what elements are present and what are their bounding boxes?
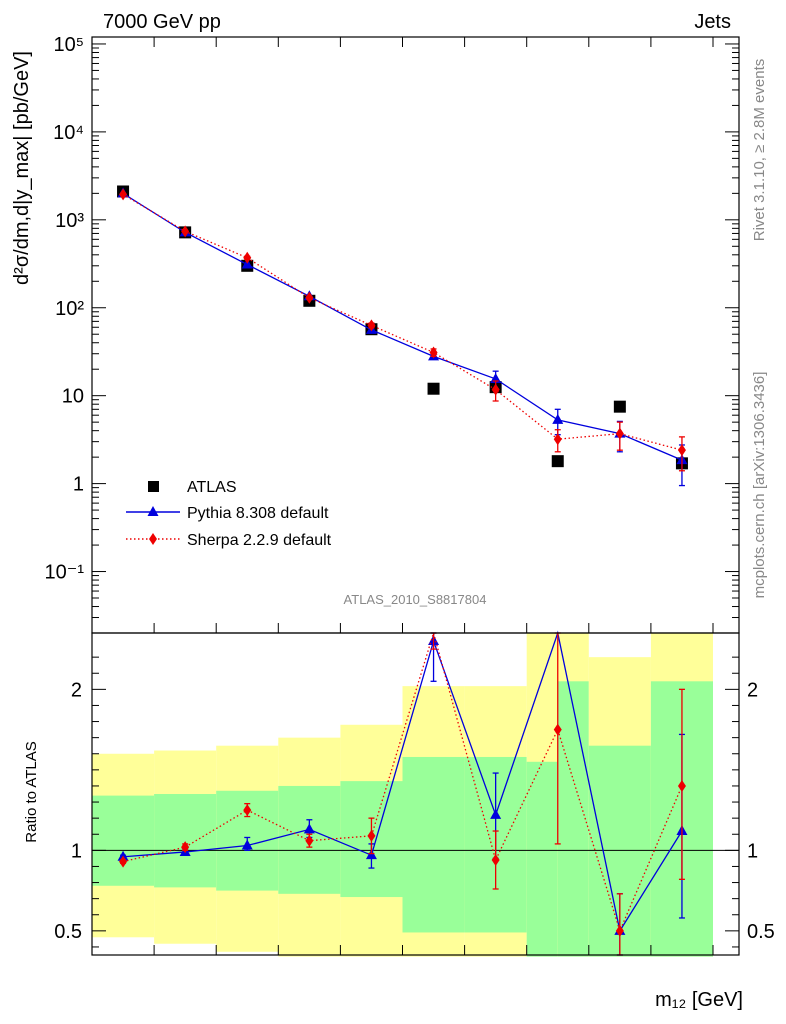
main-ytick-label-3: 10² <box>55 298 84 320</box>
ratio-frame <box>91 632 740 956</box>
x-axis-label: m₁₂ [GeV] <box>655 989 743 1011</box>
main-y-axis-label: d²σ/dm,d|y_max| [pb/GeV] <box>11 51 33 285</box>
main-point-sherpa-7 <box>491 383 500 396</box>
legend-marker-sherpa <box>149 533 157 545</box>
main-point-sherpa-6 <box>429 346 438 359</box>
ratio-line-sherpa <box>122 630 683 933</box>
ratio-point-sherpa-3 <box>243 804 252 817</box>
ratio-ytick-label-left-2: 0.5 <box>54 921 82 943</box>
main-line-pythia <box>122 192 683 461</box>
ratio-point-pythia-7 <box>490 808 502 819</box>
legend-label-sherpa: Sherpa 2.2.9 default <box>187 532 332 549</box>
ratio-point-sherpa-10 <box>677 779 686 792</box>
header-right: Jets <box>694 11 731 33</box>
ratio-point-pythia-3 <box>241 839 253 850</box>
main-ytick-label-5: 1 <box>73 474 84 496</box>
main-point-sherpa-3 <box>243 251 252 264</box>
legend-marker-atlas <box>148 481 159 492</box>
main-point-pythia-8 <box>552 413 564 424</box>
main-ytick-label-6: 10⁻¹ <box>45 562 85 584</box>
main-point-sherpa-8 <box>553 433 562 446</box>
ratio-y-axis-label: Ratio to ATLAS <box>23 741 40 842</box>
ratio-point-sherpa-8 <box>553 723 562 736</box>
ratio-ytick-label-right-2: 0.5 <box>747 921 775 943</box>
ratio-ytick-label-right-0: 2 <box>747 679 758 701</box>
ratio-line-pythia <box>122 630 683 933</box>
ratio-point-sherpa-1 <box>119 855 128 868</box>
ratio-point-sherpa-4 <box>305 834 314 847</box>
main-point-sherpa-10 <box>677 444 686 457</box>
main-point-atlas-9 <box>613 400 626 413</box>
main-ytick-label-4: 10 <box>62 386 84 408</box>
main-point-sherpa-9 <box>615 427 624 440</box>
inner-band-2 <box>154 794 217 888</box>
main-ytick-label-2: 10³ <box>55 210 84 232</box>
main-point-sherpa-2 <box>181 225 190 238</box>
legend-label-pythia: Pythia 8.308 default <box>187 505 329 522</box>
analysis-label: ATLAS_2010_S8817804 <box>344 592 487 607</box>
main-point-sherpa-5 <box>367 319 376 332</box>
side-text-top: Rivet 3.1.10, ≥ 2.8M events <box>751 59 768 242</box>
main-panel-content <box>117 185 688 487</box>
inner-band-8 <box>526 761 558 957</box>
main-ytick-label-1: 10⁴ <box>53 122 84 144</box>
header-left: 7000 GeV pp <box>103 11 221 33</box>
inner-band-6 <box>402 756 465 933</box>
inner-band-1 <box>92 795 155 886</box>
main-point-sherpa-4 <box>305 291 314 304</box>
main-ytick-label-0: 10⁵ <box>53 34 84 56</box>
ratio-point-sherpa-7 <box>491 854 500 867</box>
ratio-point-sherpa-9 <box>615 924 624 937</box>
ratio-ytick-label-right-1: 1 <box>747 840 758 862</box>
main-point-atlas-8 <box>551 455 564 468</box>
main-line-sherpa <box>122 193 683 451</box>
side-text-bottom: mcplots.cern.ch [arXiv:1306.3436] <box>751 372 768 599</box>
main-point-atlas-6 <box>427 382 440 395</box>
legend-marker-pythia <box>147 506 159 516</box>
ratio-uncertainty-bands <box>92 633 739 957</box>
ratio-point-pythia-4 <box>303 823 315 834</box>
ratio-ytick-label-left-1: 1 <box>71 840 82 862</box>
inner-band-9 <box>557 681 589 957</box>
ratio-point-sherpa-2 <box>181 841 190 854</box>
legend-label-atlas: ATLAS <box>187 479 237 496</box>
ratio-point-sherpa-5 <box>367 829 376 842</box>
axes: 10⁵ 10⁴ 10³ 10² 10 1 10⁻¹ 2 2 1 1 0.5 0.5 <box>45 34 775 956</box>
legend: ATLAS Pythia 8.308 default Sherpa 2.2.9 … <box>126 479 332 549</box>
main-point-sherpa-1 <box>119 188 128 201</box>
ratio-ytick-label-left-0: 2 <box>71 679 82 701</box>
